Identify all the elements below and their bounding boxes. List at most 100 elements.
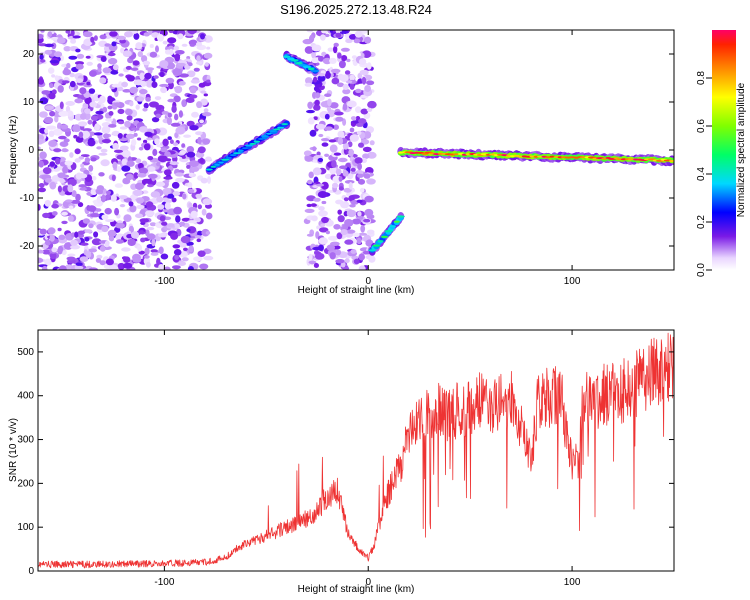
colorbar-label: Normalized spectral amplitude <box>736 82 747 217</box>
noise-blob <box>107 95 113 101</box>
noise-blob <box>75 63 84 70</box>
noise-blob <box>330 68 341 74</box>
noise-blob <box>164 151 171 158</box>
noise-blob <box>321 142 329 147</box>
noise-blob <box>357 72 363 79</box>
streak-core <box>669 160 674 162</box>
noise-blob <box>71 190 77 198</box>
noise-blob <box>139 126 148 133</box>
noise-blob <box>167 136 172 141</box>
noise-blob <box>77 230 85 235</box>
noise-blob <box>304 208 315 213</box>
noise-blob <box>363 218 371 223</box>
noise-blob <box>38 249 44 254</box>
noise-blob <box>177 33 184 40</box>
noise-blob <box>123 214 132 223</box>
noise-blob <box>61 220 68 225</box>
noise-blob <box>335 116 344 122</box>
noise-blob <box>186 151 196 158</box>
noise-blob <box>178 241 187 248</box>
noise-blob <box>84 157 91 163</box>
noise-blob <box>38 138 44 145</box>
noise-blob <box>344 180 355 184</box>
noise-blob <box>44 199 51 207</box>
noise-blob <box>178 81 186 86</box>
streak-core <box>384 230 393 233</box>
noise-blob <box>311 44 322 52</box>
noise-blob <box>87 205 97 212</box>
noise-blob <box>199 157 204 164</box>
noise-blob <box>187 188 195 193</box>
noise-blob <box>193 67 200 72</box>
noise-blob <box>61 211 68 216</box>
noise-blob <box>178 110 183 118</box>
streak-core <box>377 240 384 243</box>
noise-blob <box>83 38 93 46</box>
noise-blob <box>172 68 183 76</box>
noise-blob <box>88 248 98 253</box>
noise-blob <box>146 137 153 141</box>
noise-blob <box>357 211 362 217</box>
noise-blob <box>74 98 83 104</box>
streak-core <box>396 215 405 218</box>
noise-blob <box>70 199 81 204</box>
noise-blob <box>198 82 206 88</box>
colorbar-tick-label: 0.2 <box>696 215 707 229</box>
noise-blob <box>104 240 110 246</box>
noise-blob <box>160 86 168 94</box>
noise-blob <box>81 130 91 139</box>
noise-blob <box>205 231 211 235</box>
noise-blob <box>317 75 326 82</box>
streak-core <box>302 65 312 69</box>
noise-blob <box>328 235 338 241</box>
snr-x-tick-label: 100 <box>564 577 581 588</box>
noise-blob <box>309 34 315 43</box>
noise-blob <box>114 207 120 216</box>
noise-blob <box>337 52 342 59</box>
noise-blob <box>364 36 372 44</box>
noise-blob <box>333 45 338 54</box>
noise-blob <box>105 118 114 122</box>
noise-blob <box>312 167 322 176</box>
noise-blob <box>321 200 327 205</box>
noise-blob <box>75 78 84 83</box>
noise-blob <box>120 47 125 54</box>
noise-blob <box>350 167 356 172</box>
noise-blob <box>113 149 124 153</box>
noise-blob <box>325 230 330 235</box>
noise-blob <box>186 146 195 154</box>
noise-blob <box>203 93 208 97</box>
streak-core <box>220 158 230 161</box>
noise-blob <box>79 187 87 191</box>
noise-blob <box>75 265 84 270</box>
noise-blob <box>343 187 352 193</box>
noise-blob <box>190 210 198 219</box>
noise-blob <box>84 108 91 114</box>
noise-blob <box>162 138 169 147</box>
noise-blob <box>206 46 211 50</box>
noise-blob <box>167 223 175 228</box>
noise-blob <box>349 127 355 133</box>
streak-core <box>238 149 244 152</box>
noise-blob <box>324 173 333 180</box>
noise-blob <box>361 76 367 85</box>
noise-blob <box>111 83 122 88</box>
noise-blob <box>89 70 97 77</box>
noise-blob <box>106 190 111 195</box>
noise-blob <box>123 256 131 264</box>
noise-blob <box>344 219 354 227</box>
noise-blob <box>144 131 153 137</box>
noise-blob <box>367 100 377 109</box>
noise-blob <box>129 101 134 107</box>
noise-blob <box>321 51 327 57</box>
noise-blob <box>133 32 140 40</box>
noise-blob <box>137 162 144 170</box>
noise-blob <box>144 72 152 80</box>
noise-blob <box>181 43 188 47</box>
noise-blob <box>335 30 341 34</box>
noise-blob <box>173 249 182 256</box>
noise-blob <box>107 229 117 237</box>
noise-blob <box>146 226 155 231</box>
noise-blob <box>358 265 366 270</box>
noise-blob <box>171 197 177 203</box>
